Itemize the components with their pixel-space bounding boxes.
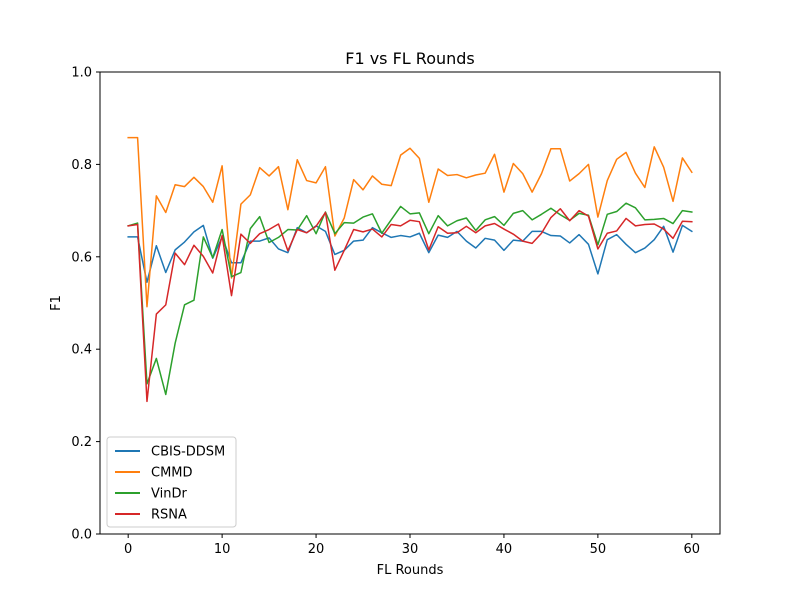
y-tick-label: 0.0 — [71, 528, 92, 543]
series-line-cmmd — [127, 136, 693, 308]
y-axis: 0.0 0.2 0.4 0.6 0.8 1.0 — [71, 66, 100, 543]
x-axis: 0 10 20 30 40 50 60 — [124, 534, 700, 557]
x-tick-label: 20 — [308, 542, 325, 557]
legend-label: RSNA — [151, 508, 187, 523]
series-layer — [127, 136, 693, 403]
chart-title: F1 vs FL Rounds — [345, 49, 475, 68]
legend-label: CBIS-DDSM — [151, 445, 225, 460]
x-tick-label: 10 — [214, 542, 231, 557]
legend: CBIS-DDSM CMMD VinDr RSNA — [106, 436, 237, 528]
y-tick-label: 0.4 — [71, 343, 92, 358]
legend-label: CMMD — [151, 466, 193, 481]
series-line-rsna — [127, 208, 693, 403]
y-tick-label: 1.0 — [71, 66, 92, 81]
x-tick-label: 60 — [684, 542, 701, 557]
legend-label: VinDr — [151, 487, 187, 502]
y-tick-label: 0.2 — [71, 435, 92, 450]
y-tick-label: 0.6 — [71, 250, 92, 265]
y-tick-label: 0.8 — [71, 158, 92, 173]
x-tick-label: 0 — [124, 542, 132, 557]
x-tick-label: 40 — [496, 542, 513, 557]
x-tick-label: 30 — [402, 542, 419, 557]
legend-box — [106, 436, 237, 528]
x-tick-label: 50 — [590, 542, 607, 557]
series-line-vindr — [127, 202, 693, 396]
x-axis-title: FL Rounds — [377, 563, 444, 578]
y-axis-title: F1 — [49, 295, 64, 311]
